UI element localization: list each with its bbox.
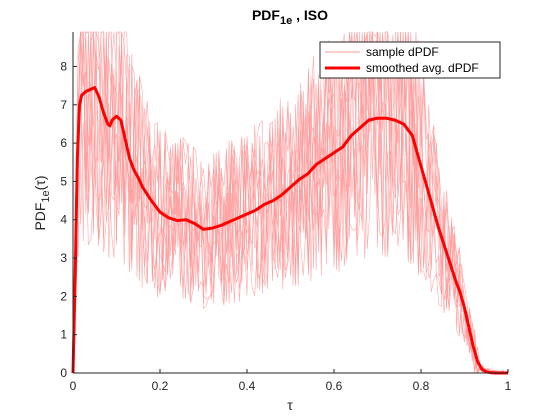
x-axis-label: τ [287, 397, 293, 413]
y-tick-label: 8 [60, 59, 67, 73]
legend: sample dPDF smoothed avg. dPDF [319, 41, 501, 79]
smoothed-avg-dpdf-line [71, 86, 508, 375]
y-axis-label: PDF1e(τ) [32, 175, 52, 230]
y-tick-label: 7 [60, 98, 67, 112]
x-tick-label: 0 [70, 379, 77, 393]
y-tick-label: 0 [60, 366, 67, 380]
axes: 0 0.2 0.4 0.6 0.8 1 0 1 2 3 4 5 6 7 8 [60, 32, 512, 393]
sample-dpdf-line [72, 31, 509, 374]
legend-box [319, 41, 501, 79]
x-tick-label: 0.4 [239, 379, 256, 393]
x-ticks: 0 0.2 0.4 0.6 0.8 1 [70, 369, 512, 393]
sample-dpdf-line [72, 31, 509, 374]
x-tick-label: 1 [505, 379, 512, 393]
sample-dpdf-lines [72, 30, 509, 375]
y-tick-label: 6 [60, 136, 67, 150]
y-tick-label: 2 [60, 289, 67, 303]
x-tick-label: 0.8 [413, 379, 430, 393]
legend-label-sample-dpdf: sample dPDF [366, 45, 439, 59]
legend-label-smoothed-avg-dpdf: smoothed avg. dPDF [366, 61, 479, 75]
x-tick-label: 0.6 [326, 379, 343, 393]
y-ticks: 0 1 2 3 4 5 6 7 8 [60, 59, 77, 380]
x-tick-label: 0.2 [152, 379, 169, 393]
y-tick-label: 1 [60, 328, 67, 342]
chart-title: PDF1e , ISO [252, 7, 328, 27]
y-tick-label: 5 [60, 174, 67, 188]
sample-dpdf-line [72, 31, 509, 375]
y-tick-label: 3 [60, 251, 67, 265]
y-tick-label: 4 [60, 213, 67, 227]
plot-area [71, 30, 509, 375]
